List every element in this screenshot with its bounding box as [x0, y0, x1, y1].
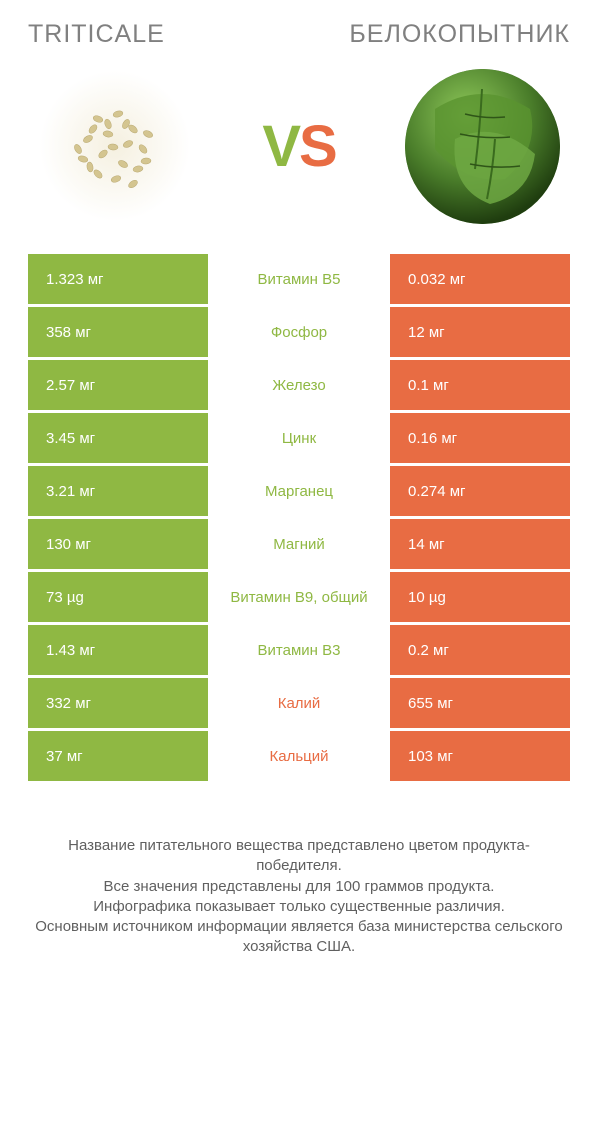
- nutrient-name: Магний: [208, 519, 390, 569]
- nutrient-name: Железо: [208, 360, 390, 410]
- footer-line-2: Все значения представлены для 100 граммо…: [33, 877, 565, 897]
- nutrient-name: Витамин B9, общий: [208, 572, 390, 622]
- value-left: 130 мг: [28, 519, 208, 569]
- food-image-right: [405, 69, 560, 224]
- value-left: 332 мг: [28, 678, 208, 728]
- value-left: 37 мг: [28, 731, 208, 781]
- value-left: 1.323 мг: [28, 254, 208, 304]
- footer-text: Название питательного вещества представл…: [28, 836, 570, 958]
- nutrient-row: 2.57 мгЖелезо0.1 мг: [28, 360, 570, 410]
- nutrient-row: 37 мгКальций103 мг: [28, 731, 570, 781]
- value-right: 0.2 мг: [390, 625, 570, 675]
- nutrient-row: 358 мгФосфор12 мг: [28, 307, 570, 357]
- nutrient-row: 73 µgВитамин B9, общий10 µg: [28, 572, 570, 622]
- title-left: TRITICALE: [28, 20, 165, 49]
- value-right: 12 мг: [390, 307, 570, 357]
- value-right: 14 мг: [390, 519, 570, 569]
- nutrient-name: Фосфор: [208, 307, 390, 357]
- header: TRITICALE БЕЛОКОПЫТНИК: [28, 20, 570, 49]
- title-right: БЕЛОКОПЫТНИК: [349, 20, 570, 49]
- value-left: 3.45 мг: [28, 413, 208, 463]
- value-right: 655 мг: [390, 678, 570, 728]
- grain-icon: [38, 69, 193, 224]
- value-right: 0.032 мг: [390, 254, 570, 304]
- nutrient-row: 332 мгКалий655 мг: [28, 678, 570, 728]
- nutrient-name: Калий: [208, 678, 390, 728]
- value-right: 0.274 мг: [390, 466, 570, 516]
- nutrient-name: Цинк: [208, 413, 390, 463]
- value-right: 0.1 мг: [390, 360, 570, 410]
- infographic-container: TRITICALE БЕЛОКОПЫТНИК: [0, 0, 598, 978]
- nutrient-rows: 1.323 мгВитамин B50.032 мг358 мгФосфор12…: [28, 254, 570, 781]
- footer-line-3: Инфографика показывает только существенн…: [33, 897, 565, 917]
- footer-line-4: Основным источником информации является …: [33, 917, 565, 958]
- nutrient-row: 1.323 мгВитамин B50.032 мг: [28, 254, 570, 304]
- vs-s: S: [299, 114, 336, 179]
- nutrient-row: 1.43 мгВитамин B30.2 мг: [28, 625, 570, 675]
- nutrient-name: Кальций: [208, 731, 390, 781]
- value-left: 2.57 мг: [28, 360, 208, 410]
- nutrient-name: Витамин B5: [208, 254, 390, 304]
- value-left: 3.21 мг: [28, 466, 208, 516]
- vs-v: V: [262, 114, 299, 179]
- vs-label: VS: [262, 113, 335, 180]
- nutrient-name: Марганец: [208, 466, 390, 516]
- leaf-icon: [405, 69, 560, 224]
- value-left: 358 мг: [28, 307, 208, 357]
- value-right: 10 µg: [390, 572, 570, 622]
- nutrient-name: Витамин B3: [208, 625, 390, 675]
- value-right: 103 мг: [390, 731, 570, 781]
- nutrient-row: 3.45 мгЦинк0.16 мг: [28, 413, 570, 463]
- images-row: VS: [28, 69, 570, 224]
- value-left: 73 µg: [28, 572, 208, 622]
- value-right: 0.16 мг: [390, 413, 570, 463]
- value-left: 1.43 мг: [28, 625, 208, 675]
- nutrient-row: 3.21 мгМарганец0.274 мг: [28, 466, 570, 516]
- footer-line-1: Название питательного вещества представл…: [33, 836, 565, 877]
- food-image-left: [38, 69, 193, 224]
- nutrient-row: 130 мгМагний14 мг: [28, 519, 570, 569]
